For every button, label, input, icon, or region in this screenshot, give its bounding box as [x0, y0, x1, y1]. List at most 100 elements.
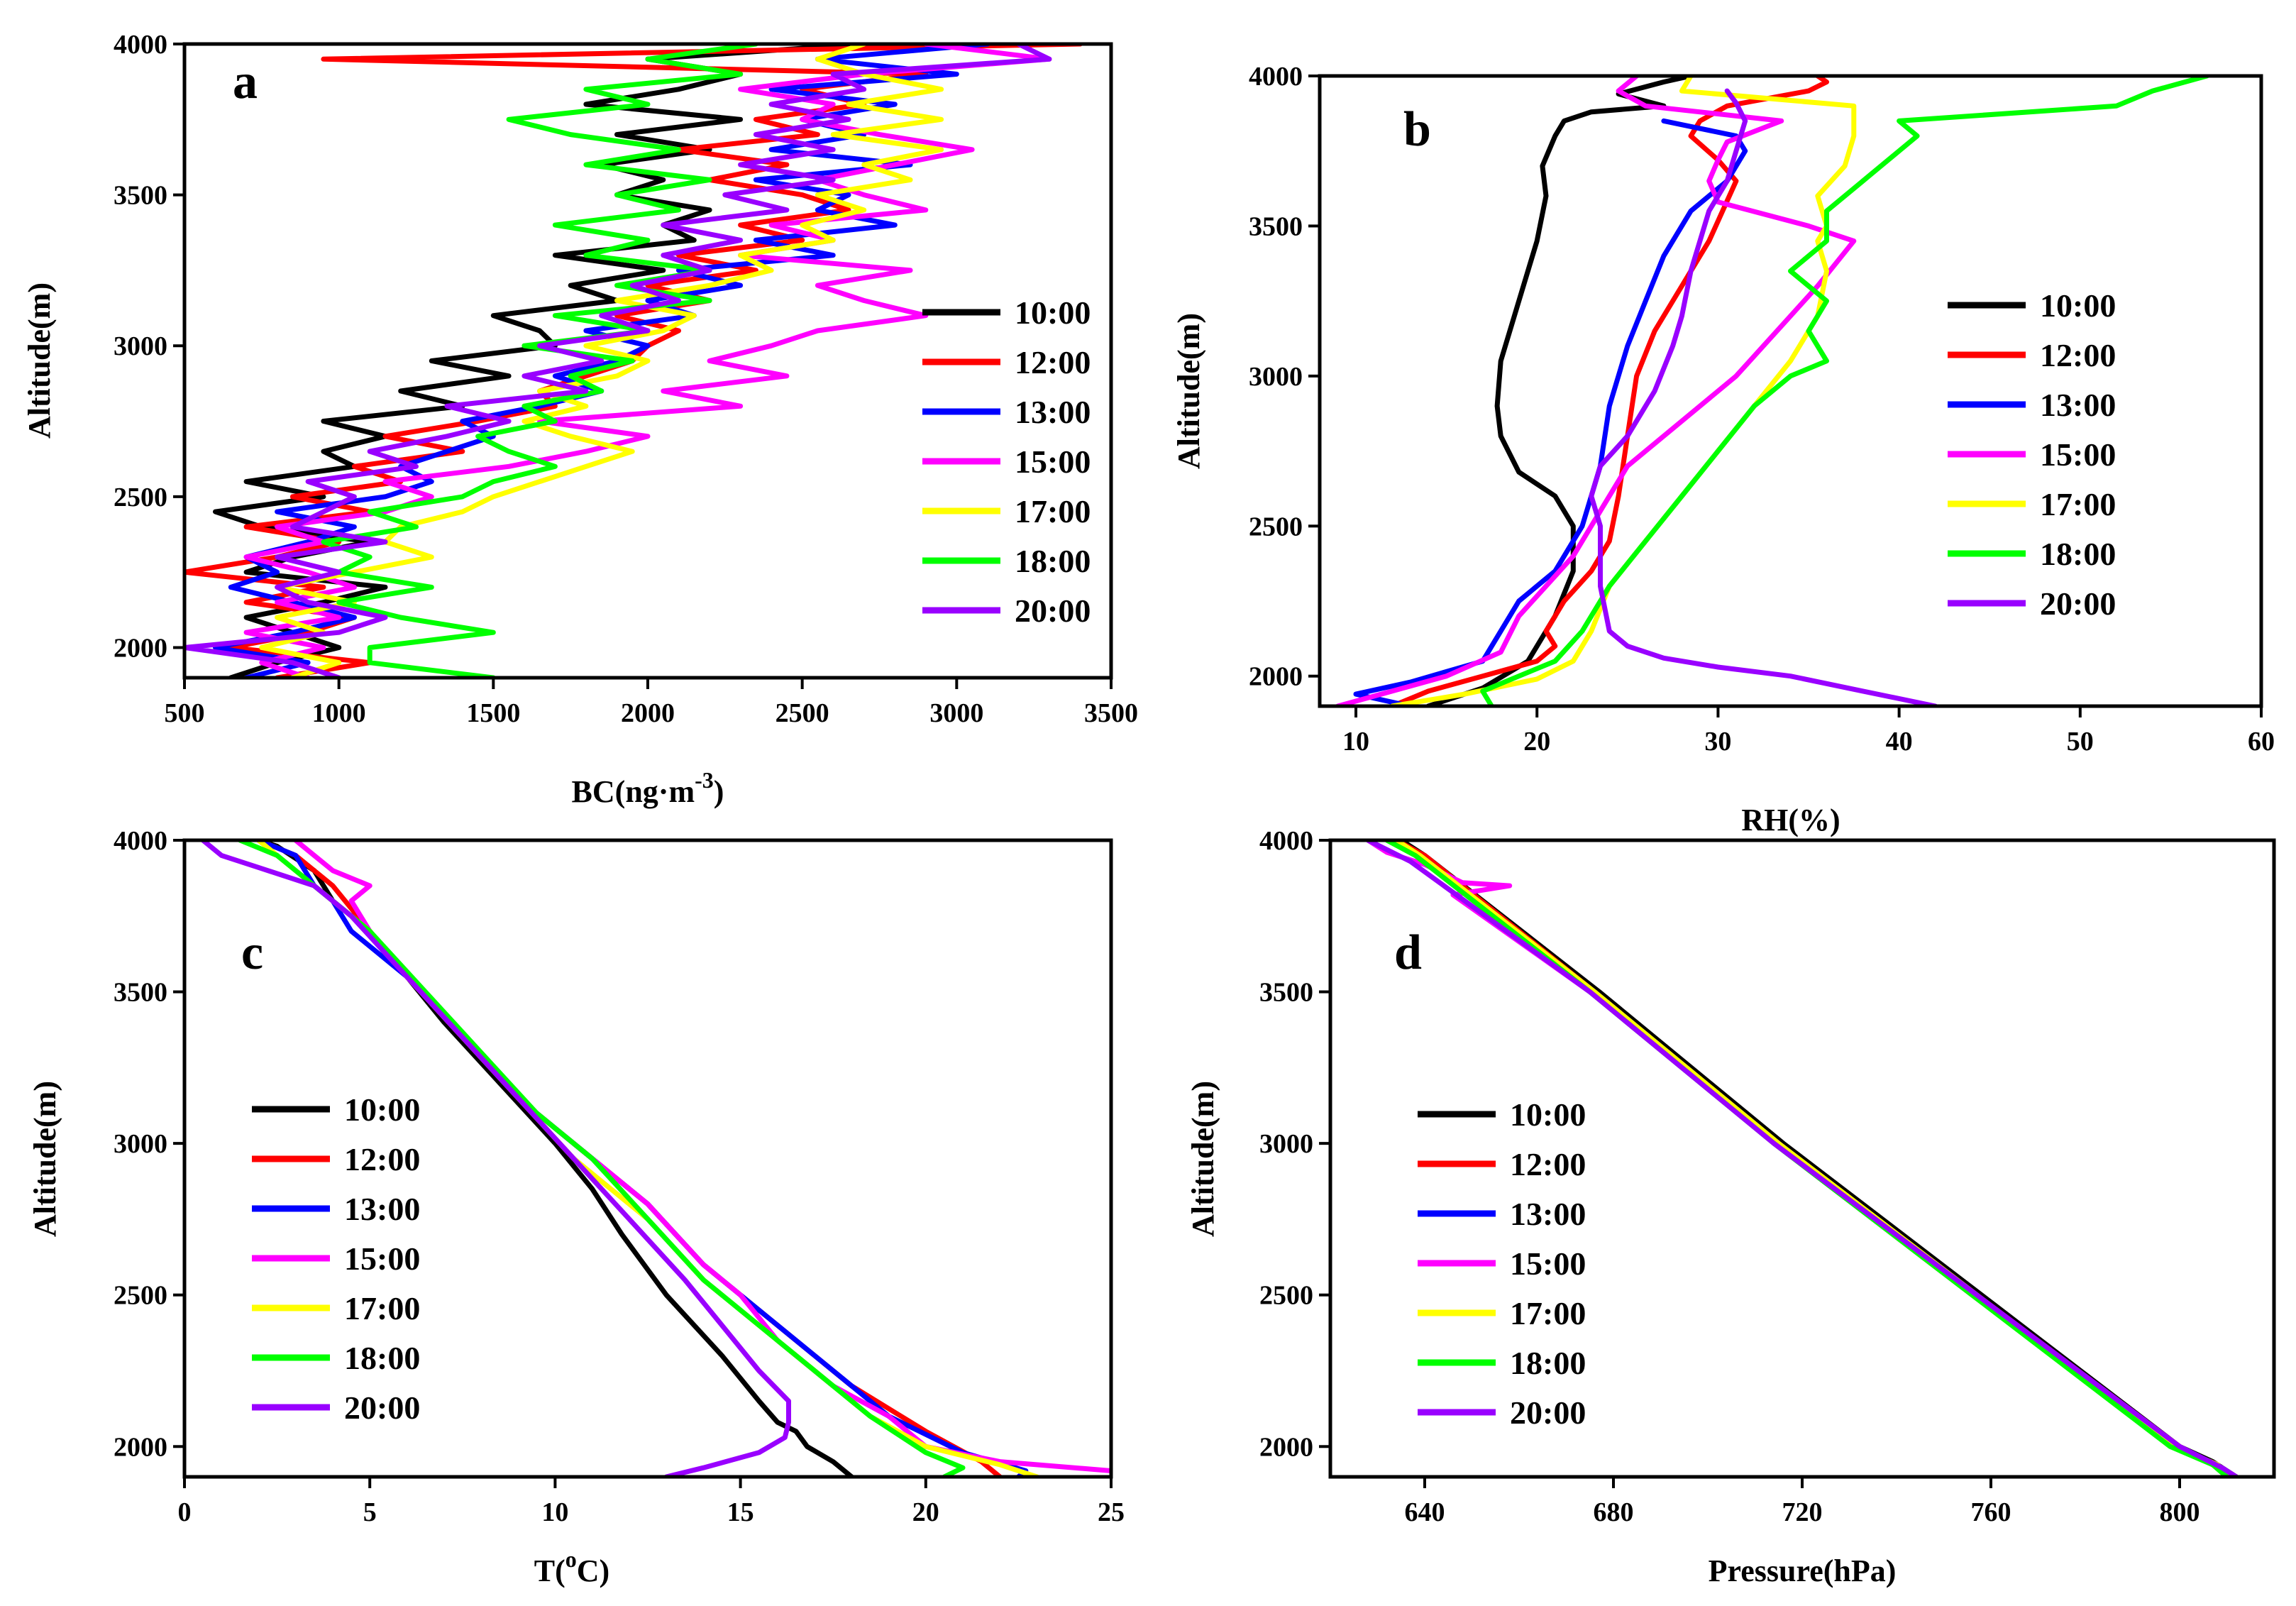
panel-b-series-1000: [1425, 76, 1694, 706]
panel-b-y-tick-label: 3500: [1249, 211, 1303, 241]
panel-d-legend-label-1500: 15:00: [1510, 1245, 1586, 1282]
panel-a-x-axis-label-sup: -3: [695, 767, 714, 793]
panel-b-axes-frame: [1318, 74, 2263, 708]
panel-b-legend-label-1700: 17:00: [2040, 486, 2116, 522]
panel-b-series-lines: [1335, 76, 2209, 706]
panel-d-label: d: [1394, 925, 1422, 980]
panel-a-x-tick-label: 1500: [466, 698, 520, 728]
panel-c-series-2000: [200, 840, 791, 1477]
panel-b-x-ticks: 10 20 30 40 50 60: [1342, 706, 2275, 757]
panel-b-x-tick-label: 40: [1886, 727, 1913, 757]
panel-b-legend-label-1500: 15:00: [2040, 436, 2116, 473]
panel-b-x-tick-label: 30: [1704, 727, 1731, 757]
panel-a-legend-label-2000: 20:00: [1015, 593, 1091, 629]
panel-b-y-tick-label: 4000: [1249, 62, 1303, 92]
panel-c-legend: 10:00 12:00 13:00 15:00 17:00 18:00 20:00: [252, 1091, 420, 1426]
panel-a-legend-label-1500: 15:00: [1015, 444, 1091, 480]
panel-d-y-tick-label: 3500: [1259, 978, 1313, 1008]
panel-c-x-tick-label: 15: [727, 1497, 754, 1527]
panel-a-label: a: [233, 55, 258, 109]
panel-b-legend: 10:00 12:00 13:00 15:00 17:00 18:00 20:00: [1948, 287, 2116, 622]
panel-d-legend: 10:00 12:00 13:00 15:00 17:00 18:00 20:00: [1418, 1096, 1586, 1431]
panel-b-legend-label-1300: 13:00: [2040, 387, 2116, 423]
panel-d-x-tick-label: 720: [1782, 1497, 1823, 1527]
panel-a-y-tick-label: 2000: [114, 633, 167, 663]
panel-c-series-lines: [200, 840, 1111, 1477]
panel-d-y-axis-label: Altitude(m): [1186, 1081, 1220, 1237]
panel-d-series-2000: [1365, 840, 2239, 1477]
panel-b-x-axis-label: RH(%): [1741, 803, 1840, 837]
panel-c-x-axis-label-text: T(: [534, 1553, 565, 1588]
panel-c-legend-label-1000: 10:00: [344, 1091, 420, 1128]
panel-b-series-2000: [1589, 88, 1938, 706]
panel-c-x-axis-label-sup: o: [565, 1546, 577, 1572]
panel-a-series-lines: [184, 44, 1083, 678]
panel-a: 500 1000 1500 2000 2500 3000 3500 2000 2500 3000…: [22, 30, 1138, 809]
panel-b-legend-label-2000: 20:00: [2040, 585, 2116, 622]
panel-c-x-tick-label: 10: [541, 1497, 568, 1527]
panel-b-x-tick-label: 10: [1342, 727, 1369, 757]
panel-a-x-axis-label: BC(ng·m-3): [572, 767, 724, 809]
panel-a-x-tick-label: 2500: [776, 698, 829, 728]
panel-c-y-tick-label: 2000: [114, 1432, 167, 1462]
panel-a-legend-label-1800: 18:00: [1015, 543, 1091, 579]
panel-b-x-tick-label: 20: [1523, 727, 1550, 757]
panel-a-series-1500: [243, 44, 1052, 678]
panel-c-legend-label-2000: 20:00: [344, 1390, 420, 1426]
panel-a-series-1000: [213, 44, 867, 678]
panel-d-legend-label-1800: 18:00: [1510, 1345, 1586, 1381]
panel-b-series-1500: [1335, 76, 1857, 706]
panel-a-x-axis-label-text: BC(ng·m: [572, 774, 695, 809]
panel-d-legend-label-1700: 17:00: [1510, 1295, 1586, 1331]
panel-b: 10 20 30 40 50 60 2000 2500 3000 3500 4000 b RH(%…: [1171, 62, 2275, 837]
panel-a-x-tick-label: 2000: [621, 698, 675, 728]
panel-d-series-lines: [1365, 840, 2239, 1477]
panel-c-x-axis-label: T(oC): [534, 1546, 609, 1588]
panel-d-x-tick-label: 640: [1405, 1497, 1445, 1527]
panel-b-series-1800: [1480, 76, 2209, 706]
panel-b-legend-label-1800: 18:00: [2040, 536, 2116, 572]
panel-d-legend-label-1000: 10:00: [1510, 1096, 1586, 1133]
panel-c-legend-label-1500: 15:00: [344, 1241, 420, 1277]
panel-d-y-tick-label: 3000: [1259, 1129, 1313, 1159]
panel-c-y-tick-label: 3000: [114, 1129, 167, 1159]
panel-c-x-axis-label-tail: C): [577, 1553, 609, 1588]
panel-b-series-1700: [1389, 76, 1857, 706]
panel-a-legend: 10:00 12:00 13:00 15:00 17:00 18:00 20:00: [922, 295, 1091, 629]
panel-d: 640 680 720 760 800 2000 2500 3000 3500 4000 d P…: [1186, 826, 2276, 1588]
panel-b-legend-label-1000: 10:00: [2040, 287, 2116, 324]
panel-c-legend-label-1300: 13:00: [344, 1191, 420, 1227]
panel-d-y-tick-label: 2000: [1259, 1432, 1313, 1462]
panel-a-x-tick-label: 1000: [312, 698, 366, 728]
panel-a-x-tick-label: 500: [165, 698, 205, 728]
panel-d-legend-label-1300: 13:00: [1510, 1196, 1586, 1232]
panel-c-x-tick-label: 20: [912, 1497, 939, 1527]
panel-c-y-tick-label: 3500: [114, 978, 167, 1008]
panel-d-x-axis-label: Pressure(hPa): [1709, 1553, 1897, 1588]
panel-a-y-tick-label: 2500: [114, 483, 167, 512]
panel-b-series-1200: [1389, 76, 1829, 706]
panel-a-legend-label-1300: 13:00: [1015, 394, 1091, 430]
panel-b-y-tick-label: 2500: [1249, 512, 1303, 541]
panel-a-y-tick-label: 3500: [114, 181, 167, 211]
panel-b-x-tick-label: 50: [2067, 727, 2094, 757]
panel-a-series-2000: [184, 44, 1052, 678]
panel-c-legend-label-1800: 18:00: [344, 1340, 420, 1376]
panel-d-y-ticks: 2000 2500 3000 3500 4000: [1259, 826, 1330, 1462]
panel-b-y-axis-label: Altitude(m): [1171, 313, 1206, 469]
panel-a-y-tick-label: 3000: [114, 331, 167, 361]
panel-a-x-tick-label: 3500: [1084, 698, 1138, 728]
panel-b-y-tick-label: 2000: [1249, 662, 1303, 692]
panel-c-y-ticks: 2000 2500 3000 3500 4000: [114, 826, 184, 1462]
panel-c-x-ticks: 0 5 10 15 20 25: [178, 1477, 1125, 1527]
panel-b-x-tick-label: 60: [2248, 727, 2275, 757]
panel-d-y-tick-label: 2500: [1259, 1281, 1313, 1311]
panel-c-y-tick-label: 2500: [114, 1281, 167, 1311]
panel-a-legend-label-1700: 17:00: [1015, 493, 1091, 529]
panel-b-y-ticks: 2000 2500 3000 3500 4000: [1249, 62, 1320, 692]
panel-a-legend-label-1200: 12:00: [1015, 344, 1091, 380]
panel-c-x-tick-label: 5: [363, 1497, 377, 1527]
panel-a-x-tick-label: 3000: [929, 698, 983, 728]
